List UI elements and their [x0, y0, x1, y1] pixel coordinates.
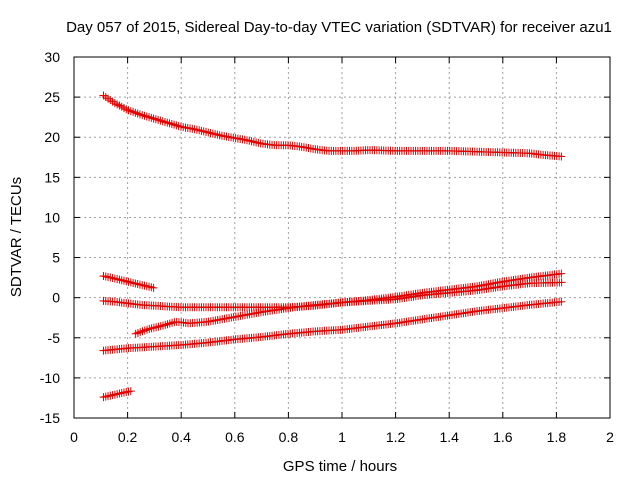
y-tick-label: -15: [40, 410, 60, 426]
y-tick-label: 0: [52, 290, 60, 306]
data-point: [149, 283, 158, 292]
x-tick-labels: 0 0.2 0.4 0.6 0.8 1 1.2 1.4 1.6 1.8 2: [70, 429, 614, 445]
y-axis-label: SDTVAR / TECUs: [8, 177, 25, 297]
series-1: [99, 91, 566, 161]
y-tick-label: 30: [44, 49, 60, 65]
data-point: [126, 387, 135, 396]
x-tick-label: 1.6: [493, 429, 513, 445]
x-tick-label: 0.4: [171, 429, 191, 445]
y-tick-label: 10: [44, 209, 60, 225]
x-axis-label: GPS time / hours: [283, 458, 397, 475]
data-point: [557, 278, 566, 287]
grid-lines: [74, 57, 610, 418]
chart-title: Day 057 of 2015, Sidereal Day-to-day VTE…: [66, 19, 612, 36]
x-tick-label: 0.8: [279, 429, 299, 445]
data-point: [557, 269, 566, 278]
y-tick-label: 25: [44, 89, 60, 105]
series-2: [99, 272, 158, 292]
data-point: [557, 297, 566, 306]
x-tick-label: 0: [70, 429, 78, 445]
y-tick-label: 15: [44, 169, 60, 185]
data-point: [557, 152, 566, 161]
series-6: [99, 387, 135, 402]
x-tick-label: 1: [338, 429, 346, 445]
x-tick-label: 0.2: [118, 429, 138, 445]
y-tick-label: 20: [44, 129, 60, 145]
x-tick-label: 0.6: [225, 429, 245, 445]
x-tick-label: 1.4: [439, 429, 459, 445]
series-5: [99, 297, 566, 355]
axis-ticks: [73, 56, 611, 419]
x-tick-label: 2: [606, 429, 614, 445]
y-tick-labels: -15 -10 -5 0 5 10 15 20 25 30: [40, 49, 60, 426]
y-tick-label: -10: [40, 370, 60, 386]
x-tick-label: 1.8: [547, 429, 567, 445]
x-tick-label: 1.2: [386, 429, 406, 445]
y-tick-label: -5: [48, 330, 61, 346]
y-tick-label: 5: [52, 250, 60, 266]
series-4: [131, 278, 566, 338]
data-points: [99, 91, 566, 402]
